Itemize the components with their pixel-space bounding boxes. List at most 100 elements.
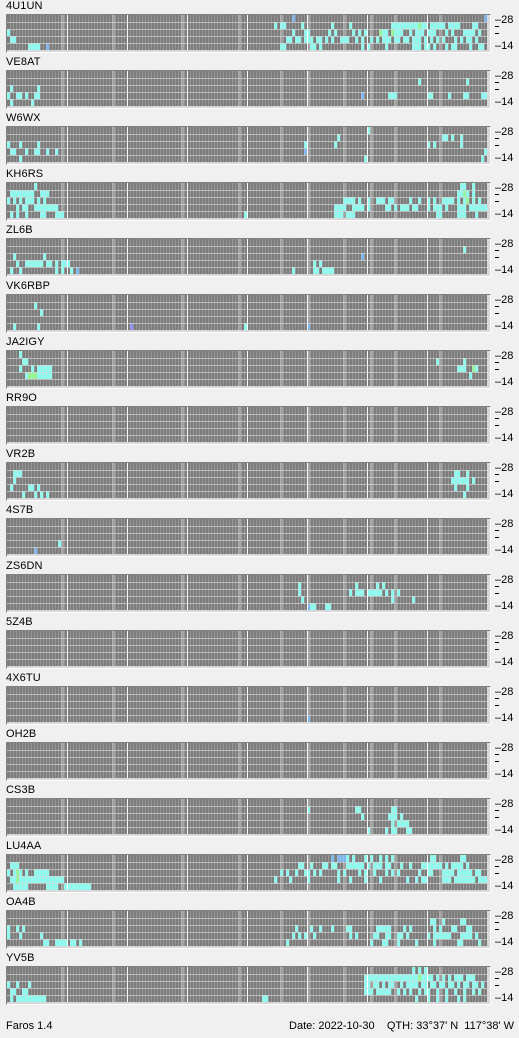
signal-cell [418, 78, 421, 85]
grid-line [238, 183, 239, 218]
grid-line [88, 463, 89, 498]
grid-line [370, 15, 371, 50]
grid-line [118, 967, 119, 1002]
grid-line [463, 295, 464, 330]
grid-line [277, 407, 278, 442]
grid-line [73, 911, 74, 946]
grid-line [445, 407, 446, 442]
grid-line [475, 631, 476, 666]
marker-column [181, 183, 184, 218]
grid-line [40, 351, 41, 386]
grid-line [226, 407, 227, 442]
grid-line [448, 631, 449, 666]
marker-column [439, 743, 442, 778]
status-bar: Faros 1.4 Date: 2022-10-30 QTH: 33°37' N… [0, 1016, 519, 1038]
grid-line [106, 743, 107, 778]
grid-line [469, 855, 470, 890]
grid-line [325, 967, 326, 1002]
grid-line [397, 967, 398, 1002]
grid-line [319, 855, 320, 890]
grid-line [286, 239, 287, 274]
grid-line [91, 127, 92, 162]
grid-line [85, 183, 86, 218]
grid-line [55, 911, 56, 946]
grid-line [223, 519, 224, 554]
signal-cell [430, 36, 433, 43]
grid-line [361, 743, 362, 778]
grid-line [118, 239, 119, 274]
signal-cell [460, 932, 463, 939]
grid-line [175, 911, 176, 946]
grid-line [277, 463, 278, 498]
signal-cell [436, 358, 439, 365]
grid-line [328, 631, 329, 666]
grid-line [67, 407, 68, 442]
grid-line [10, 71, 11, 106]
signal-cell [436, 862, 439, 869]
grid-line [139, 519, 140, 554]
grid-line [340, 855, 341, 890]
grid-line [121, 519, 122, 554]
grid-line [475, 687, 476, 722]
grid-line [385, 71, 386, 106]
grid-line [244, 351, 245, 386]
grid-line [139, 183, 140, 218]
grid-line [313, 295, 314, 330]
grid-line [229, 967, 230, 1002]
signal-cell [436, 974, 439, 981]
grid-line [154, 631, 155, 666]
grid-line [388, 71, 389, 106]
grid-line [442, 295, 443, 330]
grid-line [385, 519, 386, 554]
grid-line [82, 855, 83, 890]
station-panel: 5Z4B –28 –14 [0, 616, 519, 672]
grid-line [409, 743, 410, 778]
grid-line [196, 295, 197, 330]
signal-cell [451, 197, 454, 204]
station-panel: YV5B –28 –14 [0, 952, 519, 1008]
grid-line [430, 15, 431, 50]
scale-tick [495, 194, 499, 195]
grid-line [298, 967, 299, 1002]
grid-line [298, 239, 299, 274]
grid-line [478, 911, 479, 946]
grid-line [484, 799, 485, 834]
grid-line [403, 519, 404, 554]
grid-line [49, 575, 50, 610]
signal-cell [448, 981, 451, 988]
grid-line [202, 631, 203, 666]
grid-line [265, 687, 266, 722]
grid-line [421, 15, 422, 50]
grid-line [358, 351, 359, 386]
propagation-grid [6, 742, 491, 781]
grid-line [295, 351, 296, 386]
grid-line [118, 631, 119, 666]
grid-line [295, 575, 296, 610]
grid-line [253, 295, 254, 330]
propagation-grid [6, 910, 491, 949]
grid-line [172, 855, 173, 890]
grid-line [280, 463, 281, 498]
grid-line [472, 631, 473, 666]
grid-line [157, 183, 158, 218]
scale-low-value: 14 [501, 992, 514, 1004]
scale-tick [495, 985, 499, 986]
grid-line [307, 911, 308, 946]
grid-line [100, 519, 101, 554]
grid-line [481, 407, 482, 442]
grid-line [394, 743, 395, 778]
grid-line [331, 743, 332, 778]
grid-line [415, 127, 416, 162]
station-panel: ZS6DN –28 –14 [0, 560, 519, 616]
grid-line [436, 127, 437, 162]
signal-cell [379, 862, 382, 869]
grid-line [316, 519, 317, 554]
grid-line [205, 407, 206, 442]
signal-cell [409, 925, 412, 932]
grid-line [235, 855, 236, 890]
grid-line [253, 631, 254, 666]
grid-line [346, 183, 347, 218]
grid-line [37, 351, 38, 386]
band-scale: –28 –14 [495, 910, 519, 950]
grid-line [22, 519, 23, 554]
